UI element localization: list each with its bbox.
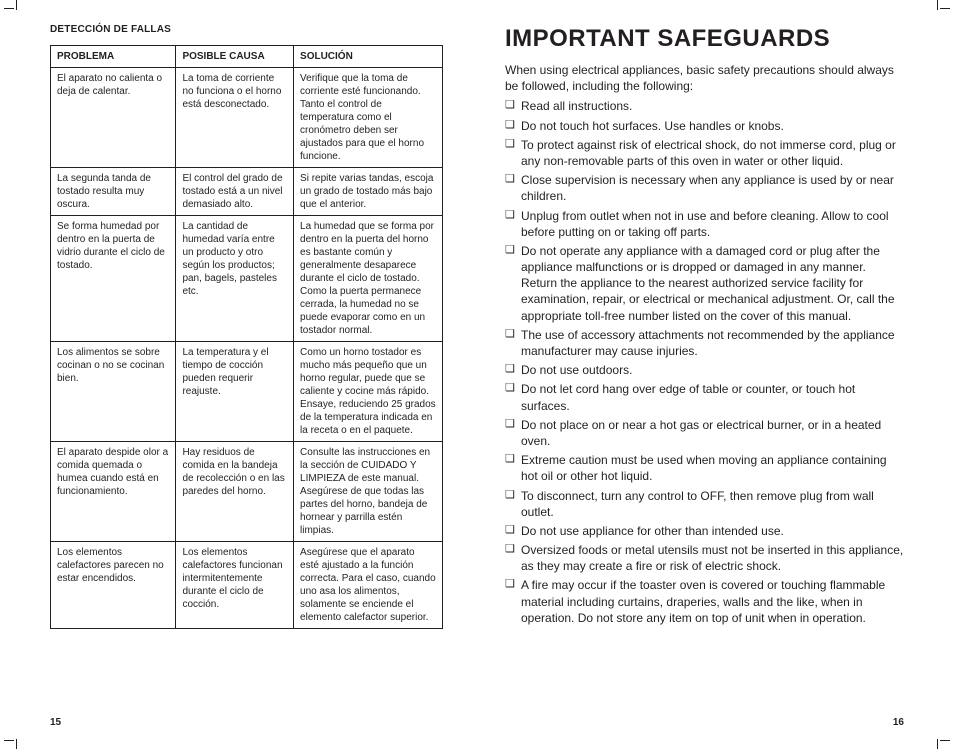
table-row: Los alimentos se sobre cocinan o no se c… [51, 341, 443, 441]
list-item: Extreme caution must be used when moving… [505, 452, 904, 486]
cell-solution: Verifique que la toma de corriente esté … [294, 67, 443, 167]
list-item: Oversized foods or metal utensils must n… [505, 542, 904, 576]
safeguards-intro: When using electrical appliances, basic … [505, 62, 904, 94]
list-item: Do not let cord hang over edge of table … [505, 381, 904, 415]
list-item: Do not use appliance for other than inte… [505, 523, 904, 541]
cell-cause: Hay residuos de comida en la bandeja de … [176, 441, 294, 541]
cell-cause: Los elementos calefactores funcionan int… [176, 541, 294, 628]
table-header-row: PROBLEMA POSIBLE CAUSA SOLUCIÓN [51, 45, 443, 67]
list-item: Close supervision is necessary when any … [505, 172, 904, 206]
list-item: Do not use outdoors. [505, 362, 904, 380]
cell-cause: La cantidad de humedad varía entre un pr… [176, 215, 294, 341]
list-item: A fire may occur if the toaster oven is … [505, 577, 904, 628]
list-item: The use of accessory attachments not rec… [505, 327, 904, 361]
cell-problem: Los alimentos se sobre cocinan o no se c… [51, 341, 176, 441]
cell-cause: La temperatura y el tiempo de cocción pu… [176, 341, 294, 441]
th-solution: SOLUCIÓN [294, 45, 443, 67]
right-page: IMPORTANT SAFEGUARDS When using electric… [477, 24, 954, 749]
list-item: Unplug from outlet when not in use and b… [505, 208, 904, 242]
cell-cause: El control del grado de tostado está a u… [176, 167, 294, 215]
safeguards-title: IMPORTANT SAFEGUARDS [505, 24, 904, 54]
cell-problem: La segunda tanda de tostado resulta muy … [51, 167, 176, 215]
list-item: Do not place on or near a hot gas or ele… [505, 417, 904, 451]
list-item: Do not touch hot surfaces. Use handles o… [505, 118, 904, 136]
list-item: Do not operate any appliance with a dama… [505, 243, 904, 326]
th-problem: PROBLEMA [51, 45, 176, 67]
troubleshooting-table: PROBLEMA POSIBLE CAUSA SOLUCIÓN El apara… [50, 45, 443, 629]
th-cause: POSIBLE CAUSA [176, 45, 294, 67]
list-item: To disconnect, turn any control to OFF, … [505, 488, 904, 522]
table-row: El aparato despide olor a comida quemada… [51, 441, 443, 541]
list-item: Read all instructions. [505, 98, 904, 116]
table-row: La segunda tanda de tostado resulta muy … [51, 167, 443, 215]
cell-problem: El aparato no calienta o deja de calenta… [51, 67, 176, 167]
cell-solution: Si repite varias tandas, escoja un grado… [294, 167, 443, 215]
list-item: To protect against risk of electrical sh… [505, 137, 904, 171]
left-page: DETECCIÓN DE FALLAS PROBLEMA POSIBLE CAU… [0, 24, 477, 749]
cell-problem: Se forma humedad por dentro en la puerta… [51, 215, 176, 341]
safeguards-list: Read all instructions. Do not touch hot … [505, 98, 904, 628]
table-row: Se forma humedad por dentro en la puerta… [51, 215, 443, 341]
cell-solution: La humedad que se forma por dentro en la… [294, 215, 443, 341]
troubleshooting-heading: DETECCIÓN DE FALLAS [50, 24, 443, 37]
cell-problem: Los elementos calefactores parecen no es… [51, 541, 176, 628]
cell-cause: La toma de corriente no funciona o el ho… [176, 67, 294, 167]
page-number-left: 15 [50, 717, 61, 730]
table-row: Los elementos calefactores parecen no es… [51, 541, 443, 628]
cell-problem: El aparato despide olor a comida quemada… [51, 441, 176, 541]
cell-solution: Consulte las instrucciones en la sección… [294, 441, 443, 541]
page-number-right: 16 [893, 717, 904, 730]
table-row: El aparato no calienta o deja de calenta… [51, 67, 443, 167]
cell-solution: Asegúrese que el aparato esté ajustado a… [294, 541, 443, 628]
cell-solution: Como un horno tostador es mucho más pequ… [294, 341, 443, 441]
page-spread: DETECCIÓN DE FALLAS PROBLEMA POSIBLE CAU… [0, 0, 954, 749]
